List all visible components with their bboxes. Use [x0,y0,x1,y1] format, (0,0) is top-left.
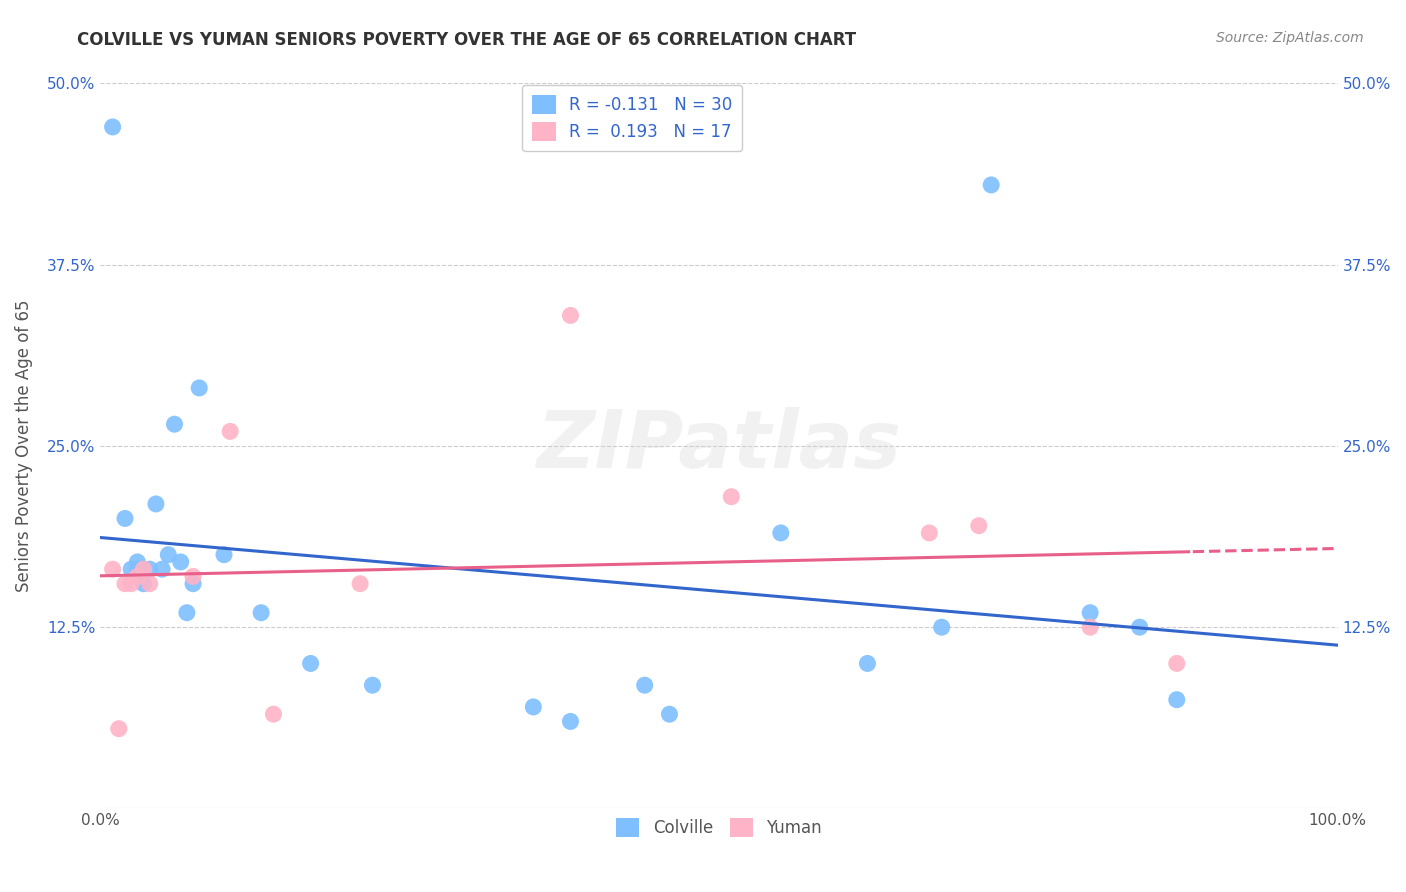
Point [299,657,322,671]
Point [560,714,582,729]
Point [1078,620,1101,634]
Point [263,707,285,722]
Point [212,548,235,562]
Point [361,678,384,692]
Point [967,518,990,533]
Point [157,548,180,562]
Point [188,381,211,395]
Point [101,562,124,576]
Point [250,606,273,620]
Point [114,576,136,591]
Point [145,497,167,511]
Point [114,511,136,525]
Point [560,309,582,323]
Point [634,678,657,692]
Point [856,657,879,671]
Point [120,562,142,576]
Text: ZIPatlas: ZIPatlas [537,407,901,485]
Text: COLVILLE VS YUMAN SENIORS POVERTY OVER THE AGE OF 65 CORRELATION CHART: COLVILLE VS YUMAN SENIORS POVERTY OVER T… [77,31,856,49]
Point [219,425,242,439]
Point [720,490,742,504]
Point [127,555,149,569]
Point [1078,606,1101,620]
Point [349,576,371,591]
Point [181,576,204,591]
Y-axis label: Seniors Poverty Over the Age of 65: Seniors Poverty Over the Age of 65 [15,300,32,592]
Text: Source: ZipAtlas.com: Source: ZipAtlas.com [1216,31,1364,45]
Point [918,525,941,540]
Legend: Colville, Yuman: Colville, Yuman [609,811,828,844]
Point [1129,620,1152,634]
Point [139,576,162,591]
Point [658,707,681,722]
Point [132,562,155,576]
Point [1166,692,1188,706]
Point [1166,657,1188,671]
Point [980,178,1002,192]
Point [132,576,155,591]
Point [181,569,204,583]
Point [522,700,544,714]
Point [150,562,173,576]
Point [931,620,953,634]
Point [127,562,149,576]
Point [170,555,193,569]
Point [163,417,186,432]
Point [108,722,131,736]
Point [101,120,124,134]
Point [127,569,149,583]
Point [176,606,198,620]
Point [139,562,162,576]
Point [120,576,142,591]
Point [769,525,792,540]
